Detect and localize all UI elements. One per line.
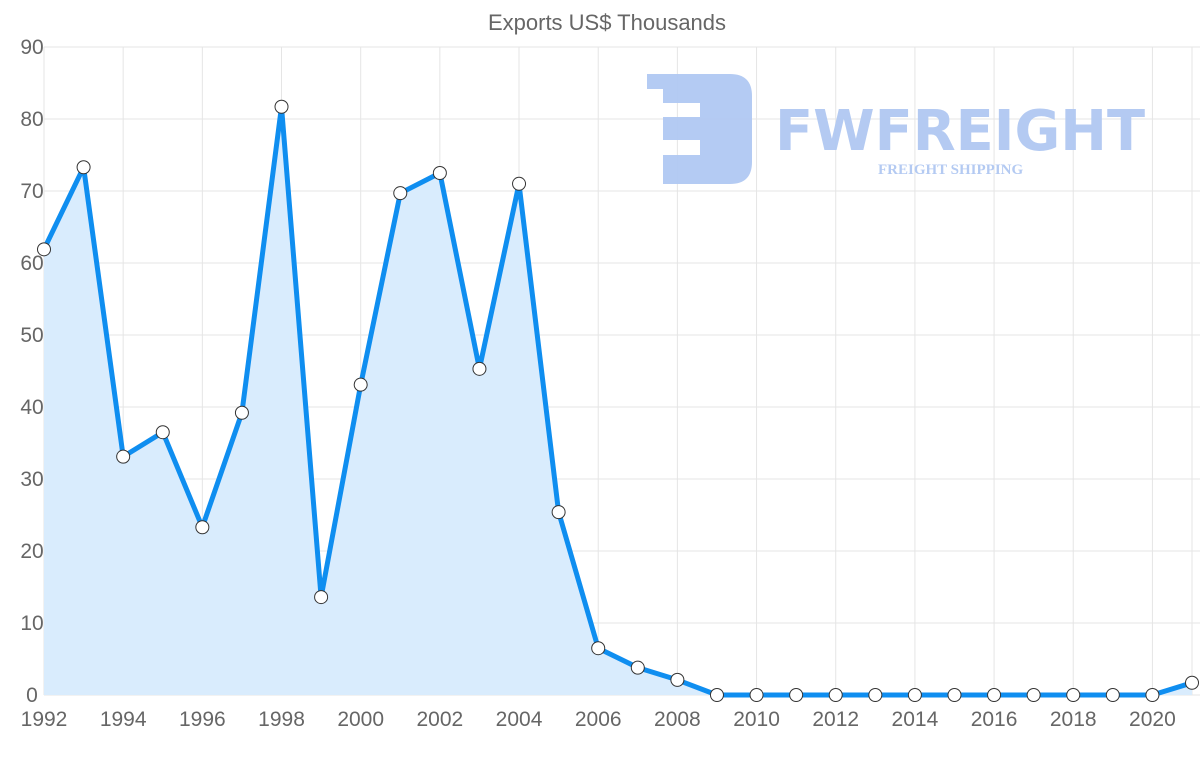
data-point [709, 688, 724, 702]
data-point [789, 688, 804, 702]
watermark-logo: FWFREIGHT FREIGHT SHIPPING [647, 74, 1145, 184]
svg-text:FWFREIGHT: FWFREIGHT [775, 99, 1145, 164]
data-point [116, 449, 131, 464]
x-tick-label: 1992 [21, 708, 68, 731]
area-fill [44, 106, 1192, 696]
data-point [630, 660, 645, 675]
data-point [393, 186, 408, 201]
x-tick-label: 2004 [496, 708, 543, 731]
data-point [947, 688, 962, 702]
data-point [195, 520, 210, 535]
x-tick-label: 1994 [100, 708, 147, 731]
data-point [749, 688, 764, 702]
data-point [76, 160, 91, 175]
data-point [432, 166, 447, 180]
data-point [1185, 675, 1199, 690]
series-exports [37, 99, 1199, 702]
x-tick-label: 2020 [1129, 708, 1176, 731]
data-point [234, 405, 249, 420]
data-point [353, 377, 368, 392]
y-tick-label: 70 [20, 180, 43, 203]
y-tick-label: 10 [20, 612, 43, 635]
y-tick-label: 20 [20, 540, 43, 563]
data-point [1105, 688, 1120, 702]
x-tick-label: 2006 [575, 708, 622, 731]
data-point [907, 688, 922, 702]
y-tick-label: 80 [20, 108, 43, 131]
x-tick-label: 2018 [1050, 708, 1097, 731]
data-point [591, 641, 606, 656]
data-point [1066, 688, 1081, 702]
data-point [670, 672, 685, 687]
svg-text:FREIGHT SHIPPING: FREIGHT SHIPPING [878, 162, 1023, 178]
data-point [868, 688, 883, 702]
x-tick-label: 2002 [417, 708, 464, 731]
y-tick-label: 60 [20, 252, 43, 275]
y-tick-label: 50 [20, 324, 43, 347]
data-point [551, 505, 566, 520]
x-tick-label: 1996 [179, 708, 226, 731]
x-tick-label: 2010 [733, 708, 780, 731]
data-point [37, 242, 51, 257]
y-tick-label: 30 [20, 468, 43, 491]
y-tick-label: 40 [20, 396, 43, 419]
x-tick-label: 2008 [654, 708, 701, 731]
data-point [472, 361, 487, 376]
y-tick-label: 90 [20, 36, 43, 59]
data-point [828, 688, 843, 702]
x-tick-label: 2000 [337, 708, 384, 731]
data-point [274, 99, 289, 114]
x-tick-label: 2014 [892, 708, 939, 731]
x-tick-label: 2016 [971, 708, 1018, 731]
y-tick-label: 0 [26, 684, 38, 707]
data-point [512, 176, 527, 191]
data-point [314, 590, 329, 605]
data-point [987, 688, 1002, 702]
data-point [155, 425, 170, 440]
x-axis: 1992 1994 1996 1998 2000 2002 2004 2006 2008 2010… [21, 708, 1176, 731]
y-axis: 0 10 20 30 40 50 60 70 80 90 [20, 36, 43, 707]
x-tick-label: 1998 [258, 708, 305, 731]
data-point [1145, 688, 1160, 702]
data-point [1026, 688, 1041, 702]
x-tick-label: 2012 [812, 708, 859, 731]
chart-title: Exports US$ Thousands [488, 10, 726, 35]
